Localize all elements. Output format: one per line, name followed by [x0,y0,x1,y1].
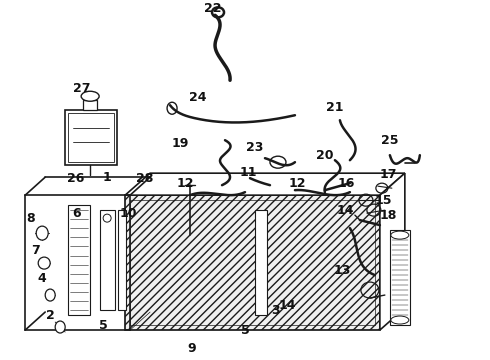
Bar [68,205,90,315]
Text: 5: 5 [241,324,249,337]
Text: 6: 6 [72,207,80,220]
Text: 20: 20 [316,149,334,162]
Ellipse shape [391,231,409,239]
Ellipse shape [81,91,99,101]
Text: 27: 27 [74,82,91,95]
Text: 4: 4 [38,271,47,284]
Bar [130,200,375,325]
Polygon shape [125,173,405,195]
Text: 3: 3 [271,303,280,316]
Bar [68,113,114,162]
Bar [390,230,410,325]
Text: 19: 19 [172,137,189,150]
Text: 5: 5 [99,319,107,332]
Bar [125,195,380,330]
Text: 7: 7 [31,244,40,257]
Text: 18: 18 [379,209,396,222]
Ellipse shape [55,321,65,333]
Ellipse shape [103,214,111,222]
Text: 17: 17 [379,168,396,181]
Polygon shape [380,173,405,330]
Bar [65,110,117,165]
Text: 9: 9 [188,342,196,355]
Ellipse shape [36,226,48,240]
Text: 28: 28 [136,172,154,185]
Text: 10: 10 [120,207,137,220]
Text: 12: 12 [176,177,194,190]
Text: 8: 8 [26,212,34,225]
Text: 14: 14 [336,204,354,217]
Bar [83,100,97,110]
Text: 23: 23 [246,141,264,154]
Ellipse shape [391,316,409,324]
Text: 26: 26 [68,172,85,185]
Text: 24: 24 [189,91,207,104]
Text: 13: 13 [333,264,351,276]
Bar [118,210,126,310]
Text: 2: 2 [46,309,54,321]
Bar [100,210,115,310]
Text: 12: 12 [288,177,306,190]
Text: 14: 14 [278,298,295,311]
Text: 11: 11 [239,166,257,179]
Text: 15: 15 [374,194,392,207]
Text: 1: 1 [103,171,112,184]
Ellipse shape [45,289,55,301]
Bar [255,210,267,315]
Bar [125,195,380,330]
Text: 25: 25 [381,134,398,147]
Text: 16: 16 [337,177,355,190]
Text: 21: 21 [326,101,343,114]
Text: 22: 22 [204,2,222,15]
Ellipse shape [38,257,50,269]
